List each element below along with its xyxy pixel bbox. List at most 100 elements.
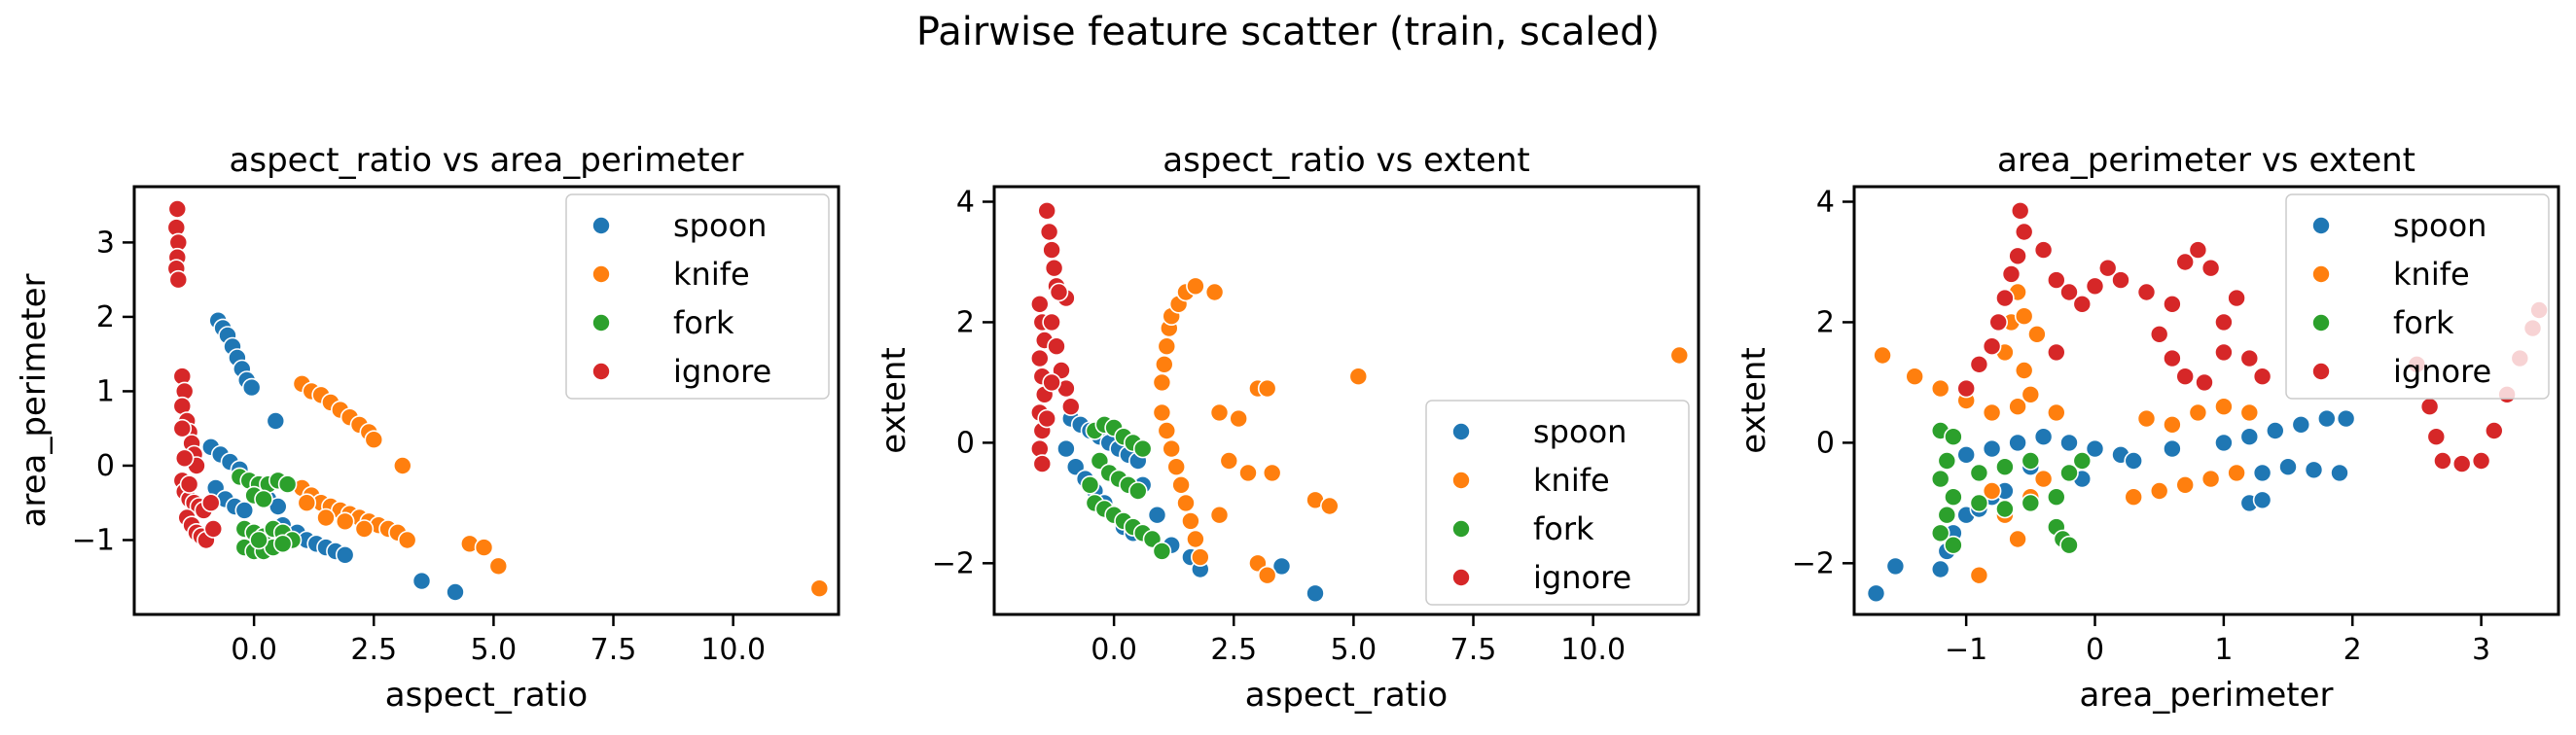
x-tick-label: 0.0 <box>1091 633 1137 667</box>
legend-entry-spoon: spoon <box>1533 413 1627 450</box>
legend: spoon knife fork ignore <box>2285 193 2550 400</box>
legend-entry-fork: fork <box>2393 304 2454 341</box>
scatter-point <box>1049 282 1069 302</box>
scatter-point <box>1047 336 1066 357</box>
scatter-point <box>2426 427 2447 447</box>
scatter-point <box>1030 294 1050 314</box>
legend-marker <box>2311 264 2331 284</box>
scatter-point <box>2124 451 2143 471</box>
scatter-point <box>1171 474 1191 495</box>
scatter-point <box>1056 438 1076 459</box>
scatter-point <box>249 530 268 550</box>
legend-marker <box>591 264 611 284</box>
x-tick-label: 0.0 <box>231 633 277 667</box>
scatter-point <box>2200 469 2221 489</box>
legend-entry-ignore: ignore <box>1533 559 1631 596</box>
series-knife <box>292 373 830 599</box>
scatter-point <box>168 269 189 290</box>
scatter-point <box>1186 276 1205 297</box>
x-tick-label: 2.5 <box>1210 633 1257 667</box>
y-tick-label: 0 <box>956 426 975 460</box>
scatter-point <box>2304 460 2324 480</box>
scatter-point <box>1956 444 1976 465</box>
scatter-point <box>297 493 317 513</box>
x-tick-label: 5.0 <box>1331 633 1377 667</box>
axes-frame <box>132 185 841 616</box>
scatter-point <box>2010 201 2030 221</box>
scatter-point <box>1956 378 1976 399</box>
scatter-point <box>1873 345 1892 366</box>
scatter-point <box>1982 336 2002 357</box>
series-ignore <box>1030 201 1081 473</box>
legend-entry-ignore: ignore <box>673 353 771 390</box>
scatter-point <box>241 377 262 398</box>
scatter-point <box>2149 481 2169 501</box>
y-tick-label: 2 <box>96 300 115 334</box>
scatter-point <box>1061 397 1081 417</box>
scatter-point <box>1969 354 1989 374</box>
scatter-point <box>2200 258 2221 278</box>
scatter-point <box>2033 240 2054 260</box>
scatter-point <box>1944 487 1963 508</box>
figure-suptitle: Pairwise feature scatter (train, scaled) <box>916 10 1660 54</box>
scatter-point <box>2214 433 2234 453</box>
scatter-point <box>2111 270 2130 290</box>
scatter-point <box>1152 542 1172 561</box>
y-tick-label: 4 <box>956 185 975 219</box>
scatter-point <box>266 411 286 431</box>
x-tick-label: −1 <box>1945 633 1987 667</box>
scatter-point <box>1271 556 1292 577</box>
scatter-point <box>1969 463 1989 483</box>
scatter-point <box>167 199 188 219</box>
scatter-point <box>1262 463 1282 483</box>
scatter-point <box>2175 474 2195 495</box>
scatter-point <box>1930 469 1950 489</box>
scatter-point <box>2097 258 2118 278</box>
scatter-point <box>2014 306 2034 327</box>
scatter-point <box>1042 312 1061 332</box>
y-tick-label: −1 <box>72 523 115 557</box>
subplot-2: aspect_ratio vs extent 0.0 2.5 5.0 7.5 10.0 −2… <box>875 141 1700 715</box>
series-fork <box>1080 414 1172 561</box>
scatter-point <box>2336 408 2356 429</box>
scatter-point <box>474 538 494 557</box>
y-tick-label: −2 <box>1792 546 1835 580</box>
scatter-point <box>2163 294 2182 314</box>
scatter-point <box>2008 433 2027 453</box>
subplot-panels: aspect_ratio vs area_perimeter 0.0 2.5 5.0 7… <box>15 141 2560 715</box>
y-tick-label: 2 <box>1816 305 1835 339</box>
scatter-point <box>174 448 195 469</box>
scatter-point <box>2471 451 2491 471</box>
scatter-point <box>1969 565 1989 585</box>
scatter-point <box>411 571 432 591</box>
scatter-point <box>2227 288 2246 308</box>
legend-entry-ignore: ignore <box>2393 353 2491 390</box>
y-tick-label: 4 <box>1816 185 1835 219</box>
scatter-point <box>2136 282 2157 302</box>
scatter-point <box>2021 493 2041 513</box>
legend-marker <box>591 313 611 332</box>
y-tick-label: 2 <box>956 305 975 339</box>
scatter-point <box>1181 511 1200 531</box>
scatter-point <box>1866 583 1886 604</box>
series-spoon <box>1866 408 2356 604</box>
scatter-point <box>2047 487 2066 508</box>
x-tick-label: 3 <box>2472 633 2490 667</box>
y-tick-label: 3 <box>96 226 115 260</box>
legend-entry-fork: fork <box>673 304 734 341</box>
subplot-title: aspect_ratio vs extent <box>1163 141 1530 180</box>
scatter-point <box>172 418 193 438</box>
series-ignore <box>1956 201 2549 473</box>
scatter-point <box>2149 324 2169 344</box>
scatter-point <box>1930 378 1950 399</box>
scatter-point <box>1944 535 1963 555</box>
scatter-point <box>2059 282 2079 302</box>
scatter-point <box>2252 463 2272 483</box>
scatter-point <box>2047 342 2066 363</box>
scatter-point <box>2188 402 2208 423</box>
x-tick-label: 7.5 <box>1450 633 1497 667</box>
legend-entry-spoon: spoon <box>2393 207 2487 244</box>
scatter-point <box>2451 454 2472 473</box>
